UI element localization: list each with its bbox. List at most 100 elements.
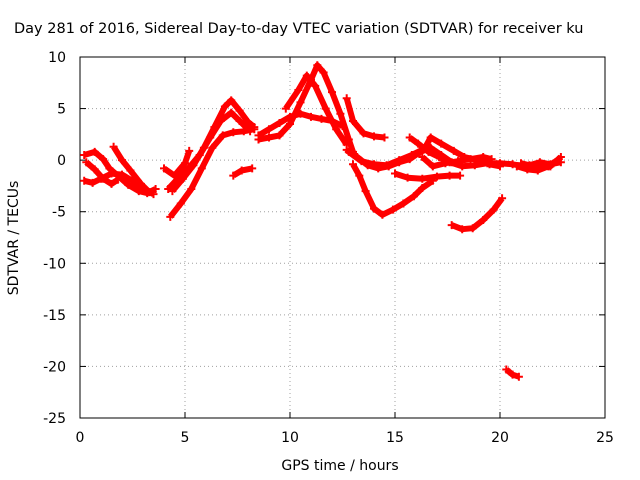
- data-point-marker: [248, 164, 257, 173]
- data-point-marker: [80, 176, 89, 185]
- data-point-marker: [395, 156, 404, 165]
- data-point-marker: [456, 171, 465, 180]
- data-point-marker: [523, 165, 532, 174]
- x-tick-label: 15: [386, 430, 404, 446]
- data-point-marker: [235, 116, 244, 125]
- data-point-marker: [370, 132, 378, 141]
- data-point-marker: [254, 135, 263, 144]
- data-point-marker: [227, 96, 236, 105]
- data-point-marker: [468, 224, 477, 233]
- data-point-marker: [447, 221, 456, 230]
- data-point-marker: [445, 171, 454, 180]
- data-point-marker: [99, 174, 108, 183]
- data-point-marker: [220, 102, 229, 111]
- y-tick-label: -20: [43, 359, 66, 375]
- plot-frame: [79, 56, 606, 419]
- data-point-marker: [388, 205, 397, 214]
- data-point-marker: [405, 133, 414, 142]
- y-tick-label: -25: [43, 411, 66, 427]
- data-point-marker: [113, 175, 122, 184]
- chart-title: Day 281 of 2016, Sidereal Day-to-day VTE…: [14, 21, 583, 37]
- data-point-marker: [378, 210, 387, 219]
- data-point-marker: [265, 125, 273, 134]
- data-point-marker: [227, 108, 236, 117]
- data-point-marker: [441, 159, 450, 168]
- data-point-marker: [237, 166, 246, 175]
- data-point-marker: [197, 164, 206, 173]
- x-tick-label: 25: [596, 430, 614, 446]
- data-point-marker: [275, 119, 284, 128]
- data-point-marker: [218, 131, 227, 140]
- data-point-marker: [414, 139, 423, 148]
- data-point-marker: [181, 159, 189, 168]
- data-point-marker: [313, 61, 322, 70]
- data-point-marker: [418, 174, 427, 183]
- data-point-marker: [336, 109, 345, 118]
- data-point-marker: [82, 158, 91, 167]
- y-axis-label: SDTVAR / TECUs: [6, 181, 22, 296]
- data-point-marker: [479, 153, 488, 162]
- data-point-marker: [321, 104, 330, 113]
- data-point-marker: [229, 128, 238, 137]
- data-point-marker: [508, 160, 517, 169]
- data-point-marker: [370, 160, 378, 169]
- data-point-marker: [281, 104, 290, 113]
- data-point-marker: [105, 164, 114, 173]
- data-point-marker: [199, 143, 208, 152]
- data-point-marker: [428, 162, 437, 171]
- data-point-marker: [151, 185, 160, 194]
- data-point-marker: [90, 147, 99, 156]
- data-point-marker: [496, 159, 504, 168]
- data-point-marker: [170, 171, 179, 180]
- data-point-marker: [399, 199, 408, 208]
- data-point-marker: [126, 166, 135, 175]
- data-point-marker: [265, 133, 273, 142]
- data-point-marker: [418, 183, 427, 192]
- data-point-marker: [508, 370, 517, 379]
- series-track-14: [350, 162, 435, 218]
- data-point-marker: [409, 192, 418, 201]
- data-point-marker: [244, 117, 252, 126]
- axis-ticks: 0 5 10 15 20 25 10 5 0 -5 -10 -15 -20 -25: [43, 50, 614, 446]
- data-point-marker: [535, 158, 544, 167]
- data-point-marker: [470, 161, 479, 170]
- data-point-marker: [489, 205, 498, 214]
- data-point-marker: [349, 116, 357, 125]
- data-point-marker: [317, 114, 326, 123]
- data-point-marker: [176, 199, 185, 208]
- data-point-marker: [311, 81, 320, 90]
- data-point-marker: [349, 160, 357, 169]
- data-point-marker: [99, 155, 108, 164]
- data-point-marker: [187, 185, 196, 194]
- data-point-marker: [424, 147, 433, 156]
- data-point-marker: [344, 147, 353, 156]
- series-track-20: [450, 196, 505, 233]
- data-point-marker: [466, 155, 475, 164]
- y-tick-label: -10: [43, 256, 66, 272]
- y-tick-label: -5: [52, 205, 66, 221]
- series-track-8: [162, 149, 193, 179]
- data-point-marker: [342, 94, 351, 103]
- data-point-marker: [235, 106, 244, 115]
- data-point-marker: [533, 166, 542, 175]
- data-point-marker: [294, 86, 303, 95]
- data-point-marker: [437, 139, 446, 148]
- data-point-marker: [435, 153, 444, 162]
- data-point-marker: [166, 212, 175, 221]
- x-axis-label: GPS time / hours: [281, 458, 398, 474]
- data-point-marker: [178, 174, 187, 183]
- data-point-marker: [275, 131, 284, 140]
- data-point-marker: [361, 187, 370, 196]
- data-point-marker: [302, 71, 311, 80]
- data-point-marker: [502, 365, 511, 374]
- data-point-marker: [357, 157, 366, 166]
- data-point-marker: [160, 164, 168, 173]
- data-point-marker: [208, 143, 217, 152]
- data-point-marker: [458, 225, 467, 234]
- data-point-marker: [449, 146, 458, 155]
- y-tick-label: 10: [48, 50, 66, 66]
- x-tick-label: 0: [76, 430, 85, 446]
- data-point-marker: [307, 112, 315, 121]
- data-point-marker: [512, 162, 521, 171]
